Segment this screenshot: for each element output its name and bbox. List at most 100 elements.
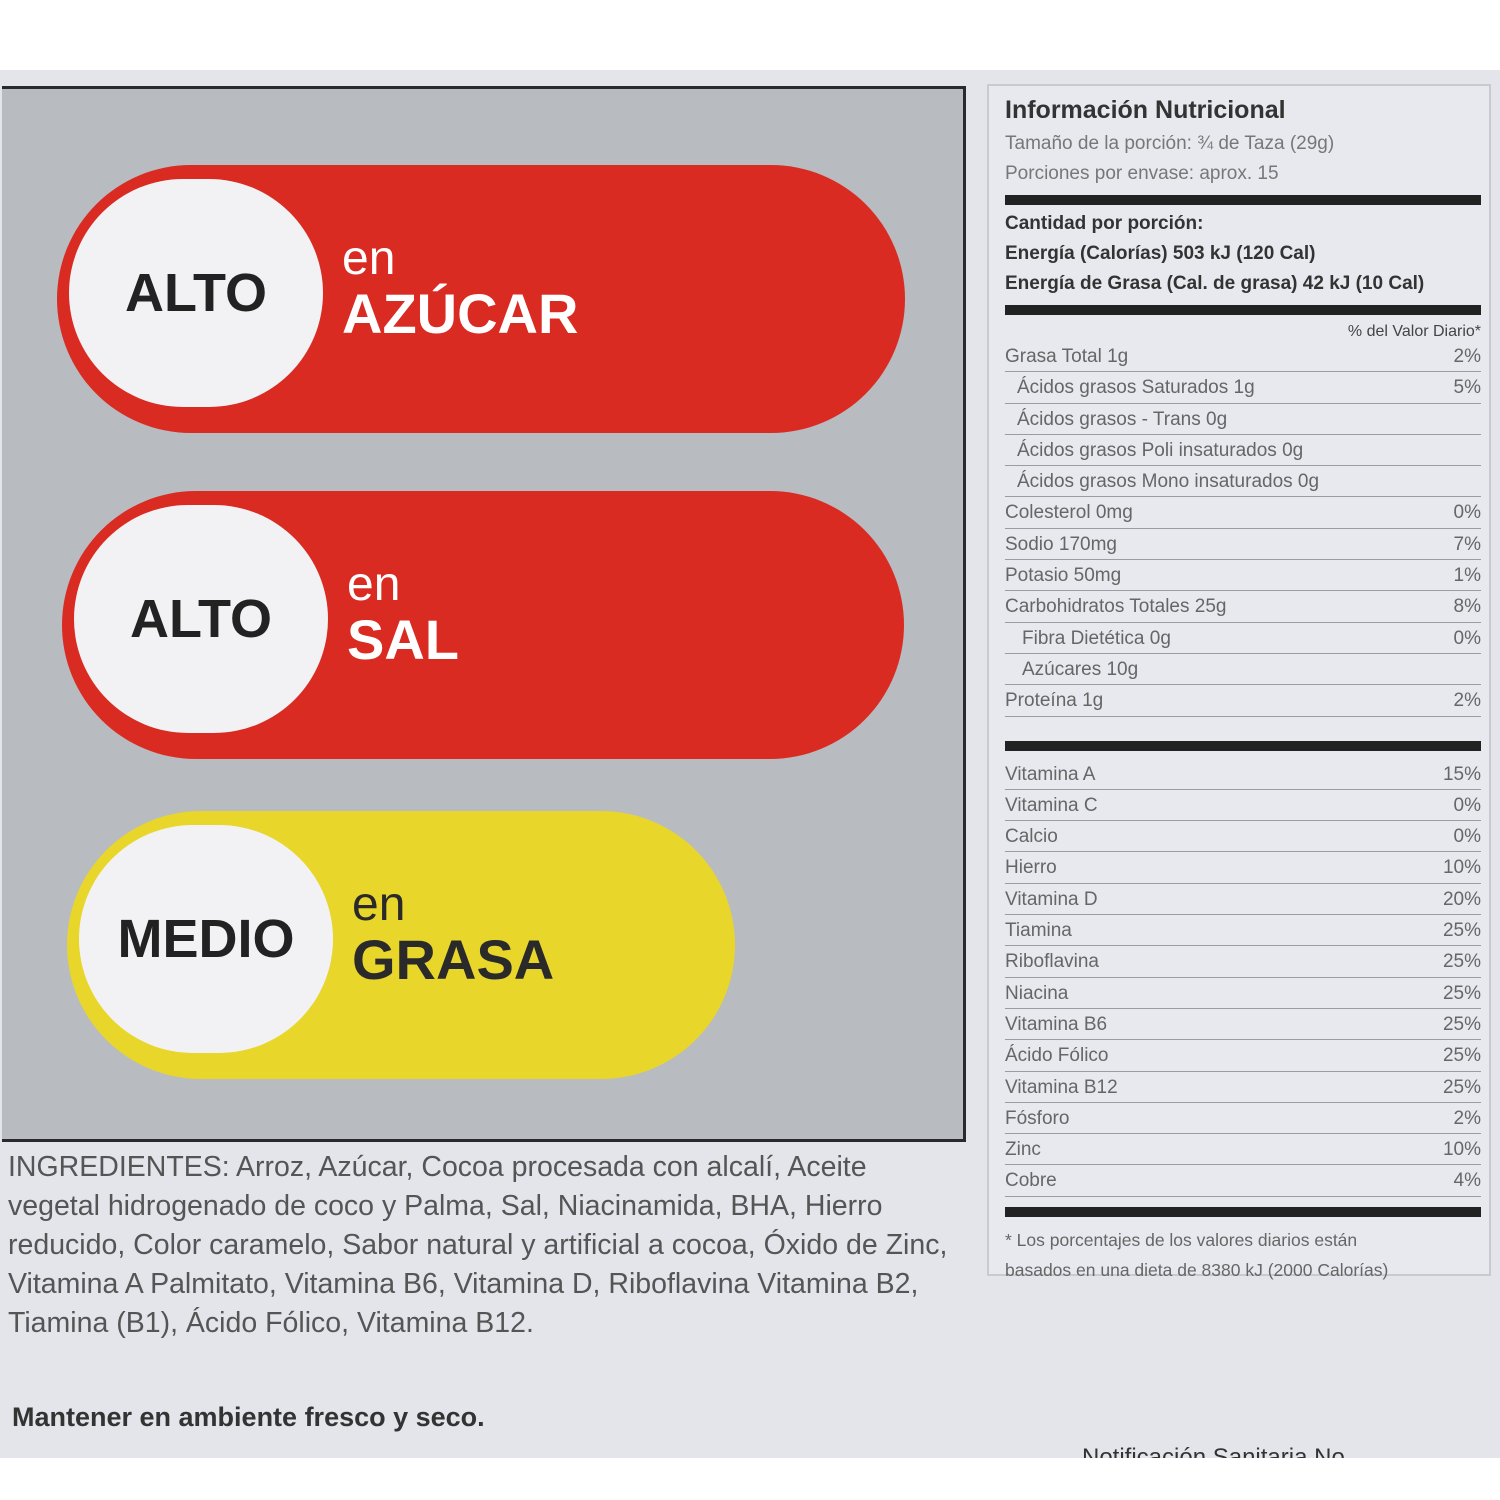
nutrient-dv: 10% <box>1442 857 1481 879</box>
nutrient-row: Ácidos grasos Poli insaturados 0g <box>1005 435 1481 467</box>
nutrient-name: Fósforo <box>1005 1107 1070 1129</box>
nutrient-row: Hierro 10% <box>1005 852 1481 884</box>
nutrient-row: Sodio 170mg 7% <box>1005 529 1481 561</box>
storage-instructions: Mantener en ambiente fresco y seco. <box>12 1402 485 1432</box>
nutrient-row: Zinc 10% <box>1005 1134 1481 1166</box>
nutrient-name: Azúcares 10g <box>1022 658 1139 680</box>
nutrient-dv: 7% <box>1453 533 1481 555</box>
nutrient-row: Grasa Total 1g 2% <box>1005 341 1481 373</box>
nutrient-name: Riboflavina <box>1005 951 1099 973</box>
nutrient-dv: 25% <box>1442 982 1481 1004</box>
nutrient-dv: 25% <box>1442 951 1481 973</box>
divider <box>1005 305 1481 315</box>
nutrient-row: Fósforo 2% <box>1005 1103 1481 1135</box>
nutrient-name: Vitamina B12 <box>1005 1076 1118 1098</box>
nutrition-title: Información Nutricional <box>1005 96 1286 124</box>
nutrient-dv: 0% <box>1453 826 1481 848</box>
nutrient-name: Ácidos grasos Saturados 1g <box>1017 377 1255 399</box>
nutrient-dv: 2% <box>1453 690 1481 712</box>
nutrient-name: Vitamina B6 <box>1005 1013 1108 1035</box>
nutrient-dv: 25% <box>1442 1045 1481 1067</box>
nutrient-name: Ácidos grasos - Trans 0g <box>1017 408 1228 430</box>
nutrient-dv: 15% <box>1442 763 1481 785</box>
nutrition-facts-panel: Información Nutricional Tamaño de la por… <box>987 84 1491 1280</box>
nutrient-row: Ácidos grasos Saturados 1g 5% <box>1005 372 1481 404</box>
nutrient-dv: 8% <box>1453 596 1481 618</box>
amount-label: Cantidad por porción: <box>1005 213 1204 234</box>
warning-nutrient: AZÚCAR <box>342 282 579 345</box>
nutrient-row: Cobre 4% <box>1005 1165 1481 1197</box>
nutrient-dv: 20% <box>1442 888 1481 910</box>
nutrient-row: Calcio 0% <box>1005 821 1481 853</box>
divider <box>1005 195 1481 205</box>
nutrient-dv: 1% <box>1453 565 1481 587</box>
nutrient-dv: 2% <box>1453 346 1481 367</box>
nutrient-dv: 25% <box>1442 1076 1481 1098</box>
nutrient-row: Vitamina C 0% <box>1005 790 1481 822</box>
nutrient-row: Azúcares 10g <box>1005 654 1481 686</box>
warning-level: MEDIO <box>79 825 333 1053</box>
warning-nutrient: GRASA <box>352 928 555 991</box>
nutrient-name: Colesterol 0mg <box>1005 502 1133 524</box>
warning-labels-panel: ALTO en AZÚCAR ALTO en SAL MEDIO en GRASA <box>2 86 966 1142</box>
divider <box>1005 740 1481 751</box>
footnote-line-1: * Los porcentajes de los valores diarios… <box>1005 1229 1358 1250</box>
dv-header: % del Valor Diario* <box>1347 323 1481 340</box>
nutrient-name: Sodio 170mg <box>1005 533 1117 555</box>
nutrient-row: Ácidos grasos Mono insaturados 0g <box>1005 466 1481 498</box>
nutrient-row: Vitamina B12 25% <box>1005 1072 1481 1103</box>
nutrient-list: Grasa Total 1g 2% Ácidos grasos Saturados … <box>1005 341 1481 717</box>
nutrient-name: Calcio <box>1005 826 1058 848</box>
nutrient-name: Fibra Dietética 0g <box>1022 627 1171 649</box>
ingredients-text: INGREDIENTES: Arroz, Azúcar, Cocoa proce… <box>8 1151 948 1339</box>
energy: Energía (Calorías) 503 kJ (120 Cal) <box>1005 243 1316 264</box>
footnote-line-2: basados en una dieta de 8380 kJ (2000 Ca… <box>1005 1259 1389 1280</box>
nutrient-dv: 0% <box>1453 794 1481 816</box>
nutrient-name: Carbohidratos Totales 25g <box>1005 596 1227 618</box>
warning-fat: MEDIO en GRASA <box>67 811 735 1079</box>
vitamin-list: Vitamina A 15% Vitamina C 0% Calcio 0% Hierro 1… <box>1005 759 1481 1197</box>
nutrient-row: Tiamina 25% <box>1005 915 1481 947</box>
nutrient-row: Proteína 1g 2% <box>1005 685 1481 717</box>
nutrient-name: Hierro <box>1005 857 1057 879</box>
nutrient-row: Riboflavina 25% <box>1005 946 1481 978</box>
divider <box>1005 1206 1481 1217</box>
nutrient-name: Niacina <box>1005 982 1069 1004</box>
warning-level: ALTO <box>74 505 328 733</box>
nutrient-row: Colesterol 0mg 0% <box>1005 497 1481 529</box>
nutrient-name: Ácidos grasos Poli insaturados 0g <box>1017 439 1304 461</box>
nutrient-row: Fibra Dietética 0g 0% <box>1005 623 1481 654</box>
nutrient-name: Proteína 1g <box>1005 690 1104 712</box>
nutrient-dv: 4% <box>1453 1170 1481 1192</box>
nutrient-name: Ácidos grasos Mono insaturados 0g <box>1017 471 1320 493</box>
nutrient-dv: 0% <box>1453 627 1481 649</box>
nutrient-name: Ácido Fólico <box>1005 1045 1109 1067</box>
nutrient-name: Grasa Total 1g <box>1005 346 1129 367</box>
nutrient-name: Vitamina C <box>1005 794 1098 816</box>
nutrient-name: Vitamina A <box>1005 763 1096 785</box>
nutrient-row: Vitamina B6 25% <box>1005 1009 1481 1041</box>
nutrient-row: Carbohidratos Totales 25g 8% <box>1005 591 1481 623</box>
warning-prefix: en <box>342 232 396 285</box>
nutrient-dv: 5% <box>1453 377 1481 399</box>
serving-size: Tamaño de la porción: ¾ de Taza (29g) <box>1005 133 1335 154</box>
warning-sugar: ALTO en AZÚCAR <box>57 165 905 433</box>
nutrient-dv: 10% <box>1442 1139 1481 1161</box>
warning-prefix: en <box>352 878 406 931</box>
nutrient-row: Ácidos grasos - Trans 0g <box>1005 404 1481 435</box>
nutrient-dv: 0% <box>1453 502 1481 524</box>
nutrient-row: Vitamina D 20% <box>1005 884 1481 916</box>
nutrient-row: Vitamina A 15% <box>1005 759 1481 790</box>
nutrient-name: Cobre <box>1005 1170 1057 1192</box>
nutrient-name: Vitamina D <box>1005 888 1098 910</box>
warning-level: ALTO <box>69 179 323 407</box>
nutrient-row: Ácido Fólico 25% <box>1005 1040 1481 1072</box>
nutrient-name: Zinc <box>1005 1139 1041 1161</box>
nutrient-name: Tiamina <box>1005 920 1072 942</box>
fat-energy: Energía de Grasa (Cal. de grasa) 42 kJ (… <box>1005 273 1425 294</box>
nutrient-dv: 25% <box>1442 920 1481 942</box>
nutrient-dv: 25% <box>1442 1013 1481 1035</box>
nutrient-row: Niacina 25% <box>1005 978 1481 1009</box>
servings-per-container: Porciones por envase: aprox. 15 <box>1005 163 1279 184</box>
nutrient-row: Potasio 50mg 1% <box>1005 560 1481 592</box>
